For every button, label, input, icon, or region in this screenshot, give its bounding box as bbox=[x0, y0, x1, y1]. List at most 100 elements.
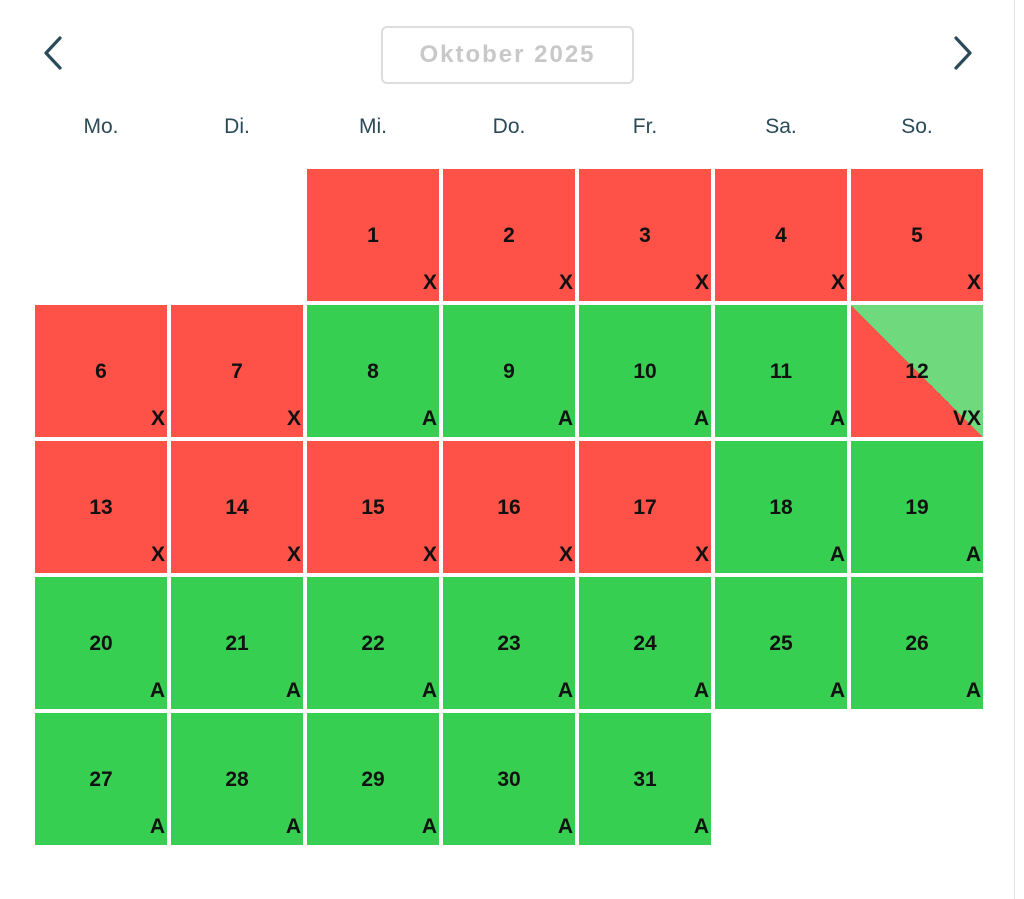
day-status-code: A bbox=[965, 679, 981, 702]
day-status-code: A bbox=[829, 543, 845, 566]
day-number: 21 bbox=[225, 632, 249, 655]
next-month-button[interactable] bbox=[943, 32, 983, 74]
weekday-fr: Fr. bbox=[632, 115, 658, 138]
right-border bbox=[1014, 0, 1015, 899]
day-number: 26 bbox=[905, 632, 929, 655]
calendar-day-23[interactable]: 23 A bbox=[443, 577, 575, 709]
calendar-empty-cell bbox=[171, 169, 303, 301]
day-number: 14 bbox=[225, 496, 249, 519]
calendar-day-12[interactable]: 12 VX bbox=[851, 305, 983, 437]
day-number: 9 bbox=[503, 360, 515, 383]
day-number: 16 bbox=[497, 496, 521, 519]
day-status-code: X bbox=[558, 543, 573, 566]
day-number: 20 bbox=[89, 632, 113, 655]
day-number: 25 bbox=[769, 632, 793, 655]
calendar-day-10[interactable]: 10 A bbox=[579, 305, 711, 437]
calendar-day-18[interactable]: 18 A bbox=[715, 441, 847, 573]
day-number: 23 bbox=[497, 632, 521, 655]
calendar-day-13[interactable]: 13 X bbox=[35, 441, 167, 573]
calendar-day-30[interactable]: 30 A bbox=[443, 713, 575, 845]
calendar-day-24[interactable]: 24 A bbox=[579, 577, 711, 709]
day-number: 7 bbox=[231, 360, 243, 383]
day-number: 15 bbox=[361, 496, 385, 519]
day-status-code: A bbox=[829, 407, 845, 430]
weekday-so: So. bbox=[901, 115, 933, 138]
day-number: 8 bbox=[367, 360, 379, 383]
day-status-code: X bbox=[830, 271, 845, 294]
calendar-day-19[interactable]: 19 A bbox=[851, 441, 983, 573]
calendar-day-14[interactable]: 14 X bbox=[171, 441, 303, 573]
day-number: 18 bbox=[769, 496, 793, 519]
calendar-day-27[interactable]: 27 A bbox=[35, 713, 167, 845]
day-status-code: A bbox=[285, 679, 301, 702]
weekday-mi: Mi. bbox=[359, 115, 387, 138]
day-status-code: A bbox=[421, 679, 437, 702]
day-number: 4 bbox=[775, 224, 787, 247]
day-number: 1 bbox=[367, 224, 379, 247]
calendar-day-20[interactable]: 20 A bbox=[35, 577, 167, 709]
day-status-code: A bbox=[421, 407, 437, 430]
day-status-code: X bbox=[422, 543, 437, 566]
day-status-code: A bbox=[693, 407, 709, 430]
day-number: 31 bbox=[633, 768, 657, 791]
day-status-code: A bbox=[557, 679, 573, 702]
day-status-code: X bbox=[150, 543, 165, 566]
day-status-code: X bbox=[966, 271, 981, 294]
day-status-code: X bbox=[694, 543, 709, 566]
chevron-right-icon bbox=[954, 36, 972, 70]
day-number: 19 bbox=[905, 496, 929, 519]
calendar-day-15[interactable]: 15 X bbox=[307, 441, 439, 573]
calendar-day-21[interactable]: 21 A bbox=[171, 577, 303, 709]
day-number: 27 bbox=[89, 768, 113, 791]
day-number: 10 bbox=[633, 360, 657, 383]
day-status-code: A bbox=[149, 679, 165, 702]
day-status-code: A bbox=[829, 679, 845, 702]
day-status-code: X bbox=[150, 407, 165, 430]
day-number: 2 bbox=[503, 224, 515, 247]
calendar-day-26[interactable]: 26 A bbox=[851, 577, 983, 709]
calendar-day-16[interactable]: 16 X bbox=[443, 441, 575, 573]
day-number: 13 bbox=[89, 496, 113, 519]
weekday-do: Do. bbox=[492, 115, 526, 138]
day-number: 6 bbox=[95, 360, 107, 383]
day-number: 3 bbox=[639, 224, 651, 247]
day-number: 24 bbox=[633, 632, 657, 655]
calendar-day-31[interactable]: 31 A bbox=[579, 713, 711, 845]
calendar-day-22[interactable]: 22 A bbox=[307, 577, 439, 709]
calendar-day-29[interactable]: 29 A bbox=[307, 713, 439, 845]
chevron-left-icon bbox=[44, 36, 62, 70]
calendar-empty-cell bbox=[35, 169, 167, 301]
calendar-day-25[interactable]: 25 A bbox=[715, 577, 847, 709]
weekday-sa: Sa. bbox=[765, 115, 797, 138]
day-number: 22 bbox=[361, 632, 385, 655]
weekday-mo: Mo. bbox=[83, 115, 119, 138]
day-status-code: A bbox=[693, 815, 709, 838]
month-title[interactable]: Oktober 2025 bbox=[381, 26, 634, 84]
day-status-code: X bbox=[422, 271, 437, 294]
day-status-code: A bbox=[149, 815, 165, 838]
day-status-code: VX bbox=[952, 407, 981, 430]
calendar-grid: 1 X 2 X 3 X 4 X 5 X 6 X 7 X 8 A 9 A 10 A 11 A 12 VX 13 X 14 X 15 X 16 X… bbox=[35, 169, 983, 845]
day-number: 5 bbox=[911, 224, 923, 247]
weekday-di: Di. bbox=[224, 115, 250, 138]
day-status-code: A bbox=[285, 815, 301, 838]
weekday-header-row: Mo. Di. Mi. Do. Fr. Sa. So. bbox=[35, 112, 985, 142]
day-status-code: X bbox=[286, 407, 301, 430]
day-status-code: A bbox=[557, 407, 573, 430]
calendar-day-28[interactable]: 28 A bbox=[171, 713, 303, 845]
prev-month-button[interactable] bbox=[33, 32, 73, 74]
calendar-day-17[interactable]: 17 X bbox=[579, 441, 711, 573]
calendar-day-11[interactable]: 11 A bbox=[715, 305, 847, 437]
day-number: 29 bbox=[361, 768, 385, 791]
day-status-code: X bbox=[694, 271, 709, 294]
day-number: 28 bbox=[225, 768, 249, 791]
